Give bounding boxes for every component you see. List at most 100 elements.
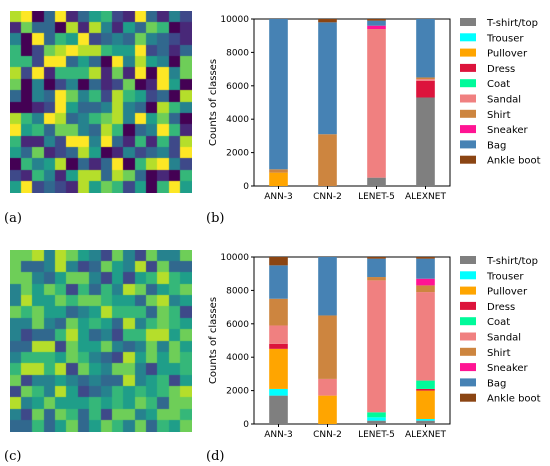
bar-segment-sandal (269, 325, 288, 344)
bar-segment-bag (367, 20, 386, 26)
bar-segment-shirt (269, 298, 288, 326)
legend-label: Trouser (486, 33, 524, 44)
bar-segment-t-shirt-top (416, 97, 435, 186)
legend-label: Trouser (486, 271, 524, 282)
legend-label: Sandal (487, 95, 521, 106)
legend-swatch (460, 301, 476, 310)
legend-swatch (460, 18, 476, 26)
legend-label: Sandal (487, 333, 521, 344)
legend-swatch (460, 363, 476, 372)
legend-label: Ankle boot (487, 394, 541, 405)
legend-swatch (460, 286, 476, 295)
y-axis-label: Counts of classes (208, 297, 219, 384)
legend-swatch (460, 332, 476, 341)
legend-swatch (460, 347, 476, 356)
legend-label: Shirt (487, 348, 511, 359)
bar-segment-t-shirt-top (416, 420, 435, 424)
legend-label: Dress (487, 64, 515, 75)
heatmap-c (10, 250, 192, 432)
bar-segment-sandal (367, 280, 386, 413)
bar-segment-t-shirt-top (367, 177, 386, 186)
x-tick-label: CNN-2 (313, 430, 342, 440)
bar-segment-ankle-boot (269, 257, 288, 266)
bar-segment-sneaker (367, 25, 386, 30)
legend-swatch (460, 140, 476, 149)
bar-segment-dress (416, 388, 435, 391)
y-tick-label: 10000 (220, 15, 249, 25)
bar-segment-bag (269, 265, 288, 299)
legend-label: Pullover (487, 287, 528, 298)
legend-label: Sneaker (487, 125, 529, 136)
legend-label: Bag (487, 140, 506, 151)
bar-segment-coat (416, 380, 435, 389)
legend-swatch (460, 378, 476, 387)
y-tick-label: 8000 (226, 286, 249, 296)
legend-swatch (460, 94, 476, 103)
legend-label: Coat (487, 317, 510, 328)
panel-label-a: (a) (4, 211, 22, 226)
bar-segment-shirt (416, 77, 435, 80)
legend-swatch (460, 79, 476, 88)
bar-segment-trouser (367, 417, 386, 421)
bar-segment-bag (367, 258, 386, 278)
bar-segment-bag (416, 258, 435, 279)
bar-segment-sandal (318, 378, 337, 396)
y-tick-label: 2000 (226, 387, 249, 397)
bar-segment-shirt (269, 169, 288, 173)
bar-segment-shirt (318, 134, 337, 186)
heatmap-a (10, 11, 192, 193)
bar-segment-ankle-boot (416, 257, 435, 259)
bar-segment-bag (318, 257, 337, 316)
y-tick-label: 6000 (226, 320, 249, 330)
x-tick-label: CNN-2 (313, 192, 342, 202)
bar-segment-ankle-boot (367, 19, 386, 21)
x-tick-label: ANN-3 (264, 192, 293, 202)
panel-label-c: (c) (4, 449, 22, 464)
legend-swatch (460, 33, 476, 42)
x-tick-label: ANN-3 (264, 430, 293, 440)
bar-segment-coat (367, 412, 386, 418)
legend-swatch (460, 317, 476, 326)
plot-frame (253, 256, 451, 425)
y-tick-label: 10000 (220, 253, 249, 263)
bar-segment-shirt (416, 285, 435, 293)
y-tick-label: 8000 (226, 48, 249, 58)
bar-segment-pullover (269, 172, 288, 186)
legend-label: Bag (487, 378, 506, 389)
bar-segment-sneaker (416, 278, 435, 286)
y-tick-label: 0 (243, 182, 249, 192)
bar-segment-trouser (269, 388, 288, 396)
bar-segment-bag (416, 19, 435, 78)
bar-segment-bag (318, 22, 337, 135)
plot-frame (253, 18, 451, 187)
bar-segment-dress (416, 80, 435, 98)
legend-label: T-shirt/top (486, 256, 538, 267)
x-tick-label: ALEXNET (405, 430, 446, 440)
panel-label-d: (d) (206, 449, 225, 464)
bar-segment-shirt (367, 277, 386, 281)
y-axis-label: Counts of classes (208, 59, 219, 146)
y-tick-label: 0 (243, 420, 249, 430)
bar-segment-t-shirt-top (367, 420, 386, 424)
legend-label: Ankle boot (487, 156, 541, 167)
legend-swatch (460, 155, 476, 164)
y-tick-label: 4000 (226, 115, 249, 125)
legend-label: Shirt (487, 110, 511, 121)
legend-swatch (460, 63, 476, 72)
legend-swatch (460, 271, 476, 280)
legend-label: T-shirt/top (486, 18, 538, 29)
bar-segment-trouser (416, 418, 435, 421)
x-tick-label: LENET-5 (358, 192, 395, 202)
legend-swatch (460, 48, 476, 57)
bar-segment-pullover (416, 390, 435, 419)
legend-swatch (460, 125, 476, 134)
bar-segment-pullover (269, 348, 288, 389)
panel-label-b: (b) (206, 211, 225, 226)
bar-segment-sandal (367, 29, 386, 178)
legend-swatch (460, 393, 476, 402)
bar-segment-t-shirt-top (269, 395, 288, 424)
bar-segment-pullover (318, 395, 337, 424)
bar-segment-ankle-boot (367, 257, 386, 259)
